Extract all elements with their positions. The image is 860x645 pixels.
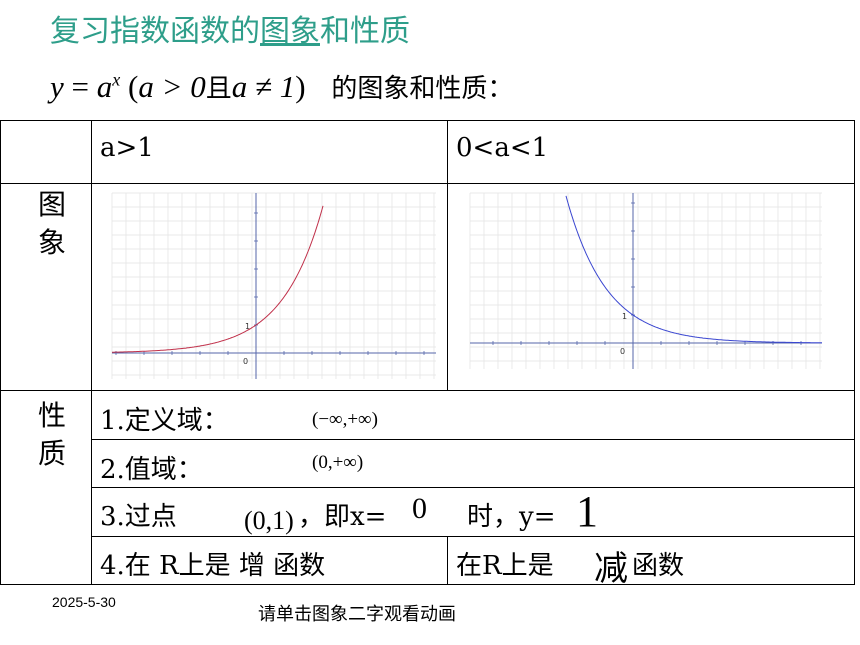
label-one: 1 [245,322,250,331]
point-coord: (0,1) [244,506,294,535]
footer-date: 2025-5-30 [52,594,116,610]
label-one: 1 [622,312,627,321]
prop-label-char2: 质 [37,437,66,470]
graph-link[interactable]: 图象 [260,14,320,49]
range-row: 2.值域： (0,+∞) [91,439,855,488]
corner-cell [0,120,92,184]
point-when: 时，y= [467,502,556,532]
label-zero: 0 [620,347,625,356]
exponential-curve [565,195,822,344]
mono-row-right: 在R上是 减 函数 [447,536,855,589]
title-suffix: 和性质 [320,14,410,49]
graph-a-gt-1: 10 [111,192,436,379]
label-zero: 0 [243,357,248,366]
mono-increasing: 4.在 R上是 增 函数 [100,551,326,581]
graph-a-lt-1: 10 [469,192,822,369]
formula-a: a [96,69,113,104]
title-prefix: 复习指数函数的 [50,14,260,49]
header-a-lt-1-text: 0<a<1 [456,133,549,163]
header-a-lt-1: 0<a<1 [447,120,855,184]
domain-label: 1.定义域： [100,406,229,436]
mono-right-prefix: 在R上是 [456,551,554,581]
point-mid: ，即x= [298,502,387,532]
formula-and: 且 [205,74,232,104]
mono-row-left: 4.在 R上是 增 函数 [91,536,448,585]
formula-close: ) [295,69,306,104]
exponential-curve [112,205,324,353]
point-label: 3.过点 [100,502,177,532]
point-y-value: 1 [576,487,598,536]
formula-caption: 的图象和性质： [331,74,514,104]
header-a-gt-1-text: a>1 [100,133,154,163]
point-x-value: 0 [412,492,427,525]
formula-open: ( [120,69,139,104]
graph-label-char2[interactable]: 象 [37,226,66,259]
formula-y: y [50,69,64,104]
prop-row-label-cell: 性 质 [0,390,92,585]
mono-right-suffix: 函数 [632,551,685,581]
domain-row: 1.定义域： (−∞,+∞) [91,390,855,440]
header-a-gt-1: a>1 [91,120,448,184]
slide-title: 复习指数函数的图象和性质 [50,6,410,50]
prop-label-char1: 性 [37,399,66,432]
graph-label-char1[interactable]: 图 [37,188,66,221]
graph-row-label[interactable]: 图 象 [35,186,69,262]
range-value: (0,+∞) [312,452,364,473]
formula-eq: = [63,69,97,104]
footer-caption: 请单击图象二字观看动画 [258,604,456,625]
point-row: 3.过点 (0,1) ，即x= 0 时，y= 1 [91,487,855,537]
formula-cond2: a ≠ 1 [231,69,296,104]
prop-row-label: 性 质 [35,397,69,473]
function-formula: y = ax (a > 0且a ≠ 1) 的图象和性质： [50,68,513,105]
formula-cond1: a > 0 [138,69,206,104]
graph-row-label-cell: 图 象 [0,183,92,391]
mono-decreasing-word: 减 [594,549,628,589]
domain-value: (−∞,+∞) [312,409,378,430]
range-label: 2.值域： [100,455,203,485]
formula-exponent: x [112,69,121,90]
